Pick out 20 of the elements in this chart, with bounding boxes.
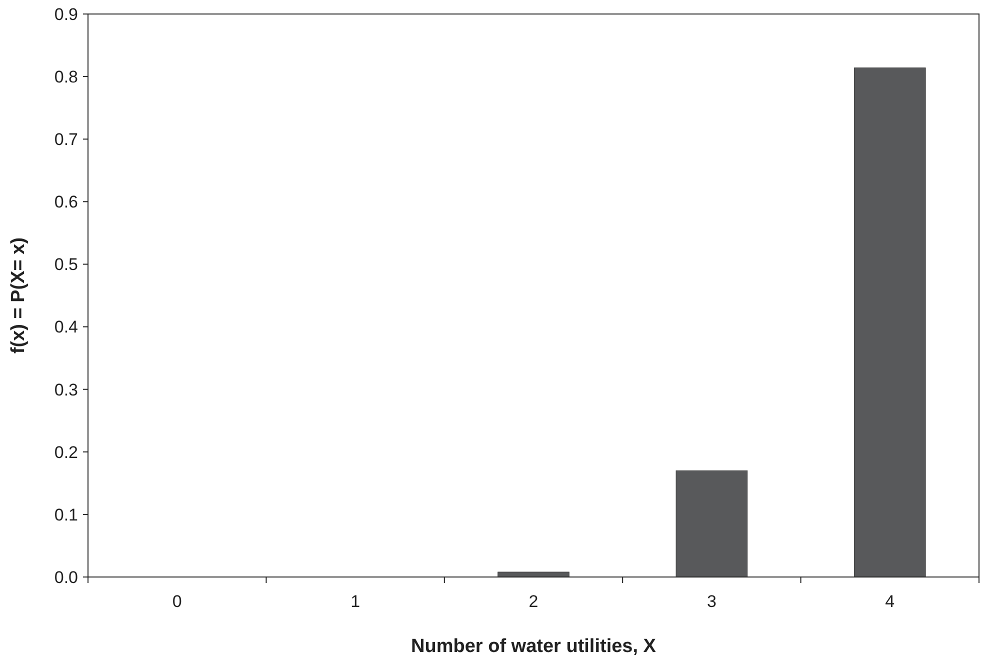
y-tick-label: 0.2 bbox=[54, 442, 78, 462]
y-tick-label: 0.3 bbox=[54, 380, 78, 400]
bar bbox=[854, 68, 926, 578]
bar bbox=[498, 572, 570, 578]
x-axis-title: Number of water utilities, X bbox=[411, 636, 656, 657]
x-tick-label: 2 bbox=[528, 592, 538, 611]
y-tick-label: 0.7 bbox=[54, 130, 78, 150]
y-tick-label: 0.8 bbox=[54, 68, 78, 87]
y-tick-label: 0.0 bbox=[54, 568, 78, 587]
y-tick-label: 0.9 bbox=[54, 4, 78, 24]
y-axis-title: f(x) = P(X= x) bbox=[8, 237, 29, 354]
x-tick-label: 1 bbox=[350, 592, 360, 611]
x-tick-label: 0 bbox=[172, 592, 182, 611]
y-tick-label: 0.1 bbox=[54, 505, 78, 524]
x-tick-label: 4 bbox=[885, 592, 895, 611]
bar bbox=[676, 470, 748, 578]
y-tick-label: 0.5 bbox=[54, 255, 78, 274]
x-tick-label: 3 bbox=[706, 592, 716, 611]
y-tick-label: 0.4 bbox=[54, 318, 78, 337]
y-tick-label: 0.6 bbox=[54, 192, 78, 212]
